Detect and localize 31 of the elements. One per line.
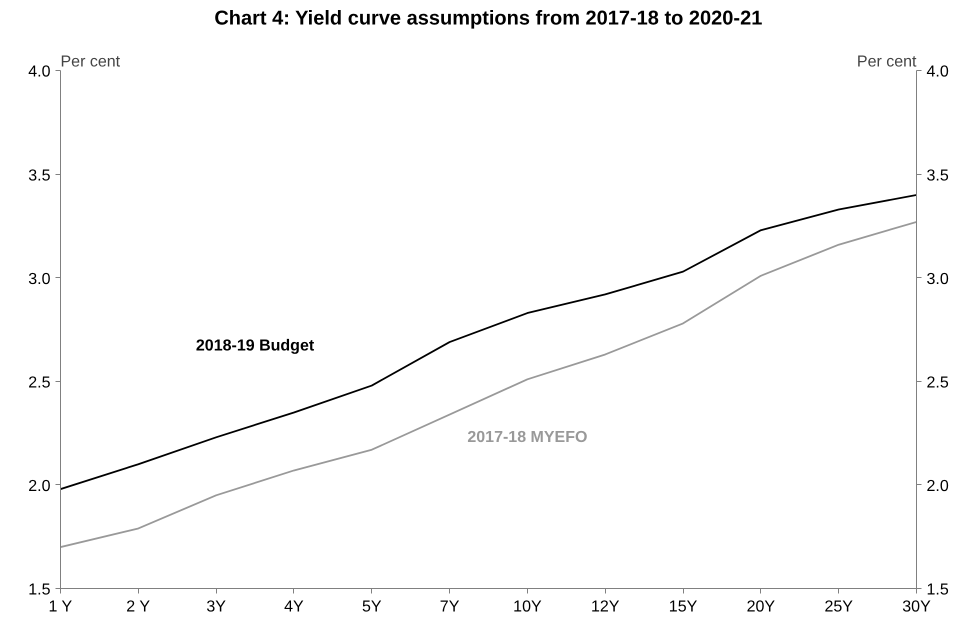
y-tick-label: 1.5: [28, 582, 51, 598]
y-tick-label: 4.0: [28, 64, 51, 81]
x-tick-label: 20Y: [746, 598, 776, 616]
x-tick-label: 7Y: [440, 598, 460, 616]
line-series: [60, 194, 916, 490]
y2-tick-label: 2.0: [926, 478, 949, 495]
text: 2018-19 Budget: [196, 338, 315, 355]
y-tick-label: 2.5: [28, 374, 51, 392]
x-tick-label: 25Y: [824, 598, 854, 616]
x-tick-label: 15Y: [668, 598, 698, 616]
x-tick-label: 12Y: [590, 598, 620, 616]
x-tick-label: 5Y: [362, 598, 382, 616]
y2-tick-label: 4.0: [926, 64, 949, 81]
series-label: 2017-18 MYEFO: [467, 428, 588, 446]
y2-tick-label: 3.5: [926, 167, 949, 184]
y-tick-label: 3.5: [28, 167, 51, 184]
x-tick-label: 1 Y: [48, 598, 73, 616]
x-tick-label: 4Y: [284, 598, 304, 616]
x-tick-label: 2 Y: [126, 598, 150, 616]
y2-tick-label: 3.0: [926, 270, 949, 288]
line-series: [60, 221, 916, 548]
x-tick-label: 10Y: [513, 598, 542, 616]
y2-tick-label: 2.5: [926, 374, 949, 392]
y2-axis-title: Per cent: [856, 54, 918, 71]
x-tick-label: 3Y: [206, 598, 226, 616]
y-axis-title: Per cent: [60, 54, 121, 71]
y-tick-label: 3.0: [28, 270, 51, 288]
chart-title: Chart 4: Yield curve assumptions from 2017-18 to 2020-21: [214, 8, 762, 30]
y-tick-label: 2.0: [28, 478, 51, 495]
x-tick-label: 30Y: [902, 598, 932, 616]
y2-tick-label: 1.5: [926, 582, 949, 598]
